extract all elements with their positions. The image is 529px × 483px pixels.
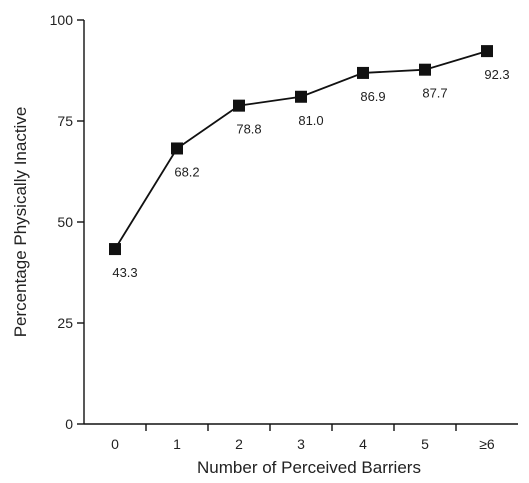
x-tick-label: 5	[421, 436, 429, 452]
data-label: 78.8	[236, 122, 261, 137]
y-tick-label: 75	[57, 113, 73, 129]
y-axis-label: Percentage Physically Inactive	[11, 107, 30, 338]
data-label: 68.2	[174, 164, 199, 179]
x-tick-label: ≥6	[479, 436, 495, 452]
y-axis-ticks: 0 25 50 75 100	[50, 12, 84, 432]
x-tick-label: 4	[359, 436, 367, 452]
data-labels: 43.3 68.2 78.8 81.0 86.9 87.7 92.3	[112, 67, 509, 280]
y-tick-label: 25	[57, 315, 73, 331]
data-point	[295, 90, 307, 103]
y-tick-label: 50	[57, 214, 73, 230]
axes	[83, 20, 518, 425]
x-tick-label: 1	[173, 436, 181, 452]
data-point	[233, 99, 245, 112]
x-tick-label: 0	[111, 436, 119, 452]
data-label: 43.3	[112, 265, 137, 280]
x-tick-label: 3	[297, 436, 305, 452]
series	[109, 45, 493, 256]
data-label: 81.0	[298, 113, 323, 128]
y-tick-label: 100	[50, 12, 74, 28]
data-point	[109, 243, 121, 256]
x-axis-ticks: 0 1 2 3 4 5 ≥6	[111, 424, 495, 452]
series-line	[114, 50, 488, 250]
data-label: 87.7	[422, 86, 447, 101]
x-axis-label: Number of Perceived Barriers	[197, 458, 421, 477]
y-tick-label: 0	[65, 416, 73, 432]
x-tick-label: 2	[235, 436, 243, 452]
data-point	[357, 66, 369, 79]
data-point	[171, 142, 183, 155]
data-point	[419, 63, 431, 76]
data-label: 86.9	[360, 89, 385, 104]
data-label: 92.3	[484, 67, 509, 82]
data-point	[481, 45, 493, 58]
